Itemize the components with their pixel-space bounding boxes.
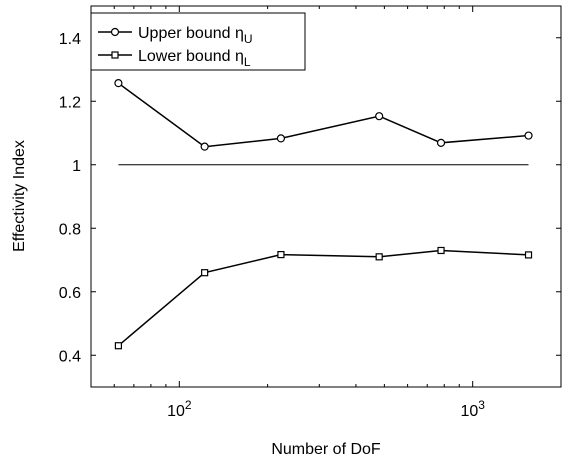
legend-box: [90, 12, 306, 71]
x-axis-label: Number of DoF: [271, 441, 381, 458]
plot-frame: [90, 5, 562, 388]
data-point-1: [277, 251, 285, 259]
y-tick-label: 0.8: [59, 221, 81, 238]
y-tick-label: 0.6: [59, 285, 81, 302]
x-tick-label: 102: [167, 398, 192, 420]
data-point-0: [276, 134, 286, 143]
y-tick-label: 1.4: [59, 31, 81, 48]
data-point-1: [375, 253, 383, 261]
data-point-0: [524, 131, 533, 140]
data-point-1: [201, 269, 209, 277]
data-point-0: [114, 79, 123, 88]
data-point-0: [436, 138, 446, 147]
series-line-1: [117, 249, 529, 347]
legend: Upper bound ηU Lower bound ηL: [90, 12, 306, 71]
legend-marker-upper: [110, 27, 120, 37]
y-tick-label: 1.2: [59, 94, 81, 111]
y-axis-label: Effectivity Index: [11, 140, 28, 252]
series-line-0: [117, 82, 529, 148]
data-point-0: [200, 142, 209, 151]
legend-label-upper: Upper bound ηU: [138, 25, 253, 46]
legend-marker-lower: [111, 51, 119, 59]
y-tick-label: 1: [72, 158, 81, 175]
data-point-1: [114, 342, 123, 350]
legend-label-lower: Lower bound ηL: [138, 48, 251, 69]
data-point-1: [437, 246, 445, 255]
y-tick-label: 0.4: [59, 348, 81, 365]
x-tick-label: 103: [460, 398, 485, 420]
data-point-0: [375, 112, 384, 121]
data-point-1: [524, 251, 533, 259]
